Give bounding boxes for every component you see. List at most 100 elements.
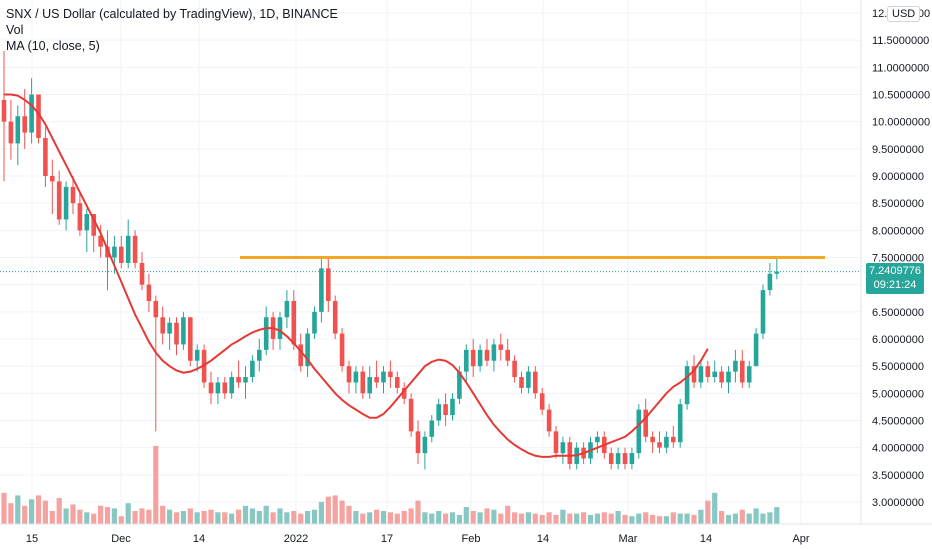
volume-bar <box>284 512 290 524</box>
volume-indicator-label[interactable]: Vol <box>6 23 24 37</box>
symbol-title[interactable]: SNX / US Dollar (calculated by TradingVi… <box>6 7 338 21</box>
candle-body <box>608 453 614 464</box>
candle-body <box>346 366 352 383</box>
volume-bar <box>574 513 580 524</box>
candle-body <box>733 360 738 372</box>
candle-body <box>284 300 290 318</box>
volume-bar <box>622 514 628 524</box>
volume-bar <box>505 505 511 524</box>
volume-bar <box>525 512 531 524</box>
candle-body <box>229 377 234 394</box>
candle-body <box>236 377 241 383</box>
price-tick-label: 4.5000000 <box>872 416 924 428</box>
volume-bar <box>456 514 462 524</box>
volume-bar <box>394 513 400 524</box>
volume-bar <box>305 511 311 524</box>
volume-bar <box>236 509 242 524</box>
volume-bar <box>42 500 48 524</box>
candle-body <box>470 349 476 367</box>
price-tick-label: 6.0000000 <box>872 334 924 346</box>
currency-badge[interactable]: USD <box>887 6 921 22</box>
time-axis[interactable]: 15 Dec 14 2022 17 Feb 14 Mar 14 Apr <box>26 533 810 545</box>
volume-bar <box>684 513 690 524</box>
volume-bar <box>77 509 83 524</box>
price-tick-label: 5.5000000 <box>872 361 924 373</box>
candle-body <box>401 387 407 399</box>
volume-bar <box>581 512 587 524</box>
volume-bar <box>242 505 249 524</box>
candle-body <box>388 371 393 378</box>
candle-body <box>422 436 428 454</box>
candle-body <box>539 393 545 410</box>
candle-body <box>367 377 372 394</box>
candle-body <box>112 246 117 258</box>
price-tick-label: 10.0000000 <box>872 117 930 129</box>
volume-bar <box>22 505 28 524</box>
volume-bar <box>139 508 145 524</box>
volume-bar <box>291 511 297 524</box>
volume-bar <box>443 513 449 524</box>
candle-body <box>484 349 490 361</box>
volume-bar <box>408 508 414 524</box>
candle-body <box>664 436 669 448</box>
candle-body <box>615 453 621 464</box>
candle-body <box>243 377 248 383</box>
volume-bar <box>753 508 759 524</box>
price-tick-label: 11.0000000 <box>872 62 929 74</box>
volume-bar <box>91 513 97 524</box>
volume-bar <box>325 496 331 524</box>
candle-body <box>657 442 662 448</box>
volume-bar <box>339 500 345 524</box>
candle-body <box>746 366 752 383</box>
volume-bar <box>739 509 745 524</box>
volume-bar <box>104 507 111 524</box>
volume-bar <box>256 511 262 524</box>
candle-body <box>684 366 690 405</box>
candle-body <box>326 268 331 301</box>
volume-bar <box>146 509 152 524</box>
time-tick-label: Mar <box>619 533 638 545</box>
grid-lines <box>0 0 861 524</box>
volume-bar <box>760 513 766 524</box>
volume-bar <box>374 509 380 524</box>
volume-bar <box>229 513 235 524</box>
candle-body <box>15 116 21 144</box>
volume-bar <box>111 508 117 524</box>
candle-body <box>546 409 552 432</box>
candle-body <box>263 317 269 350</box>
volume-bar <box>298 513 304 524</box>
volume-bar <box>691 514 697 524</box>
candle-body <box>560 442 566 454</box>
volume-bar <box>15 495 21 524</box>
volume-bar <box>587 514 594 524</box>
candle-body <box>50 176 55 182</box>
candle-body <box>498 344 504 350</box>
candle-body <box>84 214 90 231</box>
volume-bar <box>35 495 42 524</box>
candle-body <box>188 317 193 361</box>
volume-bar <box>332 495 338 524</box>
volume-bar <box>663 516 669 524</box>
candle-body <box>167 322 172 334</box>
volume-bar <box>436 511 442 524</box>
candle-body <box>332 300 338 334</box>
price-axis[interactable]: 3.0000000 3.5000000 4.0000000 4.5000000 5.00… <box>872 8 930 509</box>
volume-bar <box>670 512 676 524</box>
volume-bar <box>643 512 649 524</box>
time-tick-label: Feb <box>462 533 481 545</box>
candle-body <box>450 398 455 416</box>
candle-body <box>760 290 766 334</box>
last-price-tag: 7.2409776 09:21:24 <box>866 263 924 294</box>
candle-body <box>22 116 27 133</box>
volume-bar <box>719 511 725 524</box>
volume-bar <box>187 508 193 524</box>
candle-body <box>526 371 531 388</box>
volume-bar <box>346 505 352 524</box>
candle-body <box>222 382 228 394</box>
candle-body <box>477 349 483 367</box>
moving-average-label[interactable]: MA (10, close, 5) <box>6 39 100 53</box>
volume-bar <box>539 514 545 524</box>
price-tick-label: 9.5000000 <box>872 144 924 156</box>
volume-bar <box>594 513 600 524</box>
